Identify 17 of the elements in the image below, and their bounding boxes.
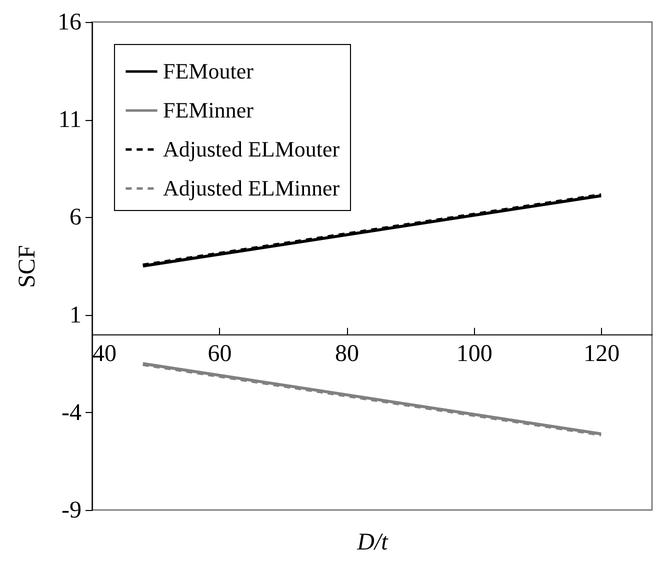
y-tick-label: -4	[62, 400, 82, 426]
x-tick-label: 100	[456, 340, 492, 367]
legend-label: Adjusted ELMouter	[163, 136, 340, 162]
legend-label: FEMouter	[163, 58, 254, 84]
x-tick-label: 60	[208, 340, 232, 367]
y-tick-label: -9	[62, 498, 82, 524]
y-tick-label: 6	[70, 204, 82, 231]
y-axis-title: SCF	[14, 245, 40, 288]
y-tick-label: 11	[58, 107, 82, 134]
x-tick-label: 40	[92, 340, 116, 367]
x-axis-title: D/t	[356, 530, 390, 556]
y-tick-label: 1	[70, 302, 82, 328]
legend-label: Adjusted ELMinner	[163, 176, 340, 200]
x-tick-label: 120	[584, 340, 620, 367]
y-tick-label: 16	[58, 10, 82, 36]
legend-label: FEMinner	[163, 98, 254, 122]
x-tick-label: 80	[335, 340, 360, 367]
